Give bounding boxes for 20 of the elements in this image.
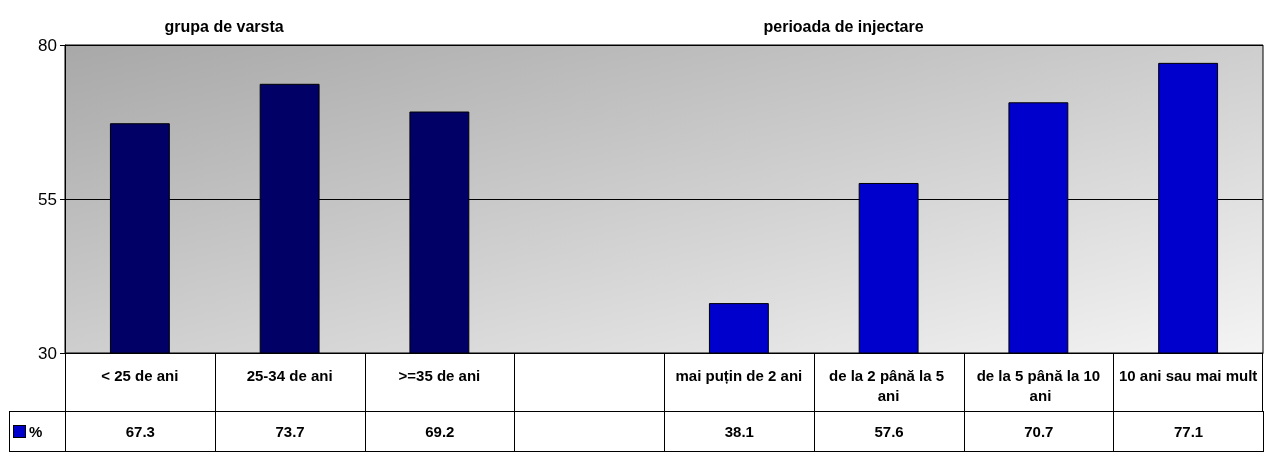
data-label: 38.1 [664,411,815,452]
data-label: 77.1 [1113,411,1264,452]
x-tick-label: 25-34 de ani [246,366,333,384]
text: perioada de injectare [763,17,924,35]
x-tick-label: de la 2 până la 5 ani [829,366,949,404]
text: grupa de varsta [164,17,284,35]
data-label: 69.2 [364,411,516,452]
data-label: 70.7 [963,411,1115,452]
x-tick-label: >=35 de ani [398,366,481,384]
data-label: 73.7 [214,411,366,452]
x-tick-label: de la 5 până la 10 ani [976,366,1101,404]
y-tick-label: 30 [38,343,57,363]
x-tick-label: < 25 de ani [101,366,179,384]
x-tick-label: 10 ani sau mai mult [1118,366,1258,384]
data-label: 57.6 [813,411,965,452]
data-label: 67.3 [65,411,216,452]
x-tick-label: mai puțin de 2 ani [675,366,803,384]
y-tick-label: 80 [38,35,57,55]
legend-label: % [9,411,66,452]
y-tick-label: 55 [38,189,57,209]
